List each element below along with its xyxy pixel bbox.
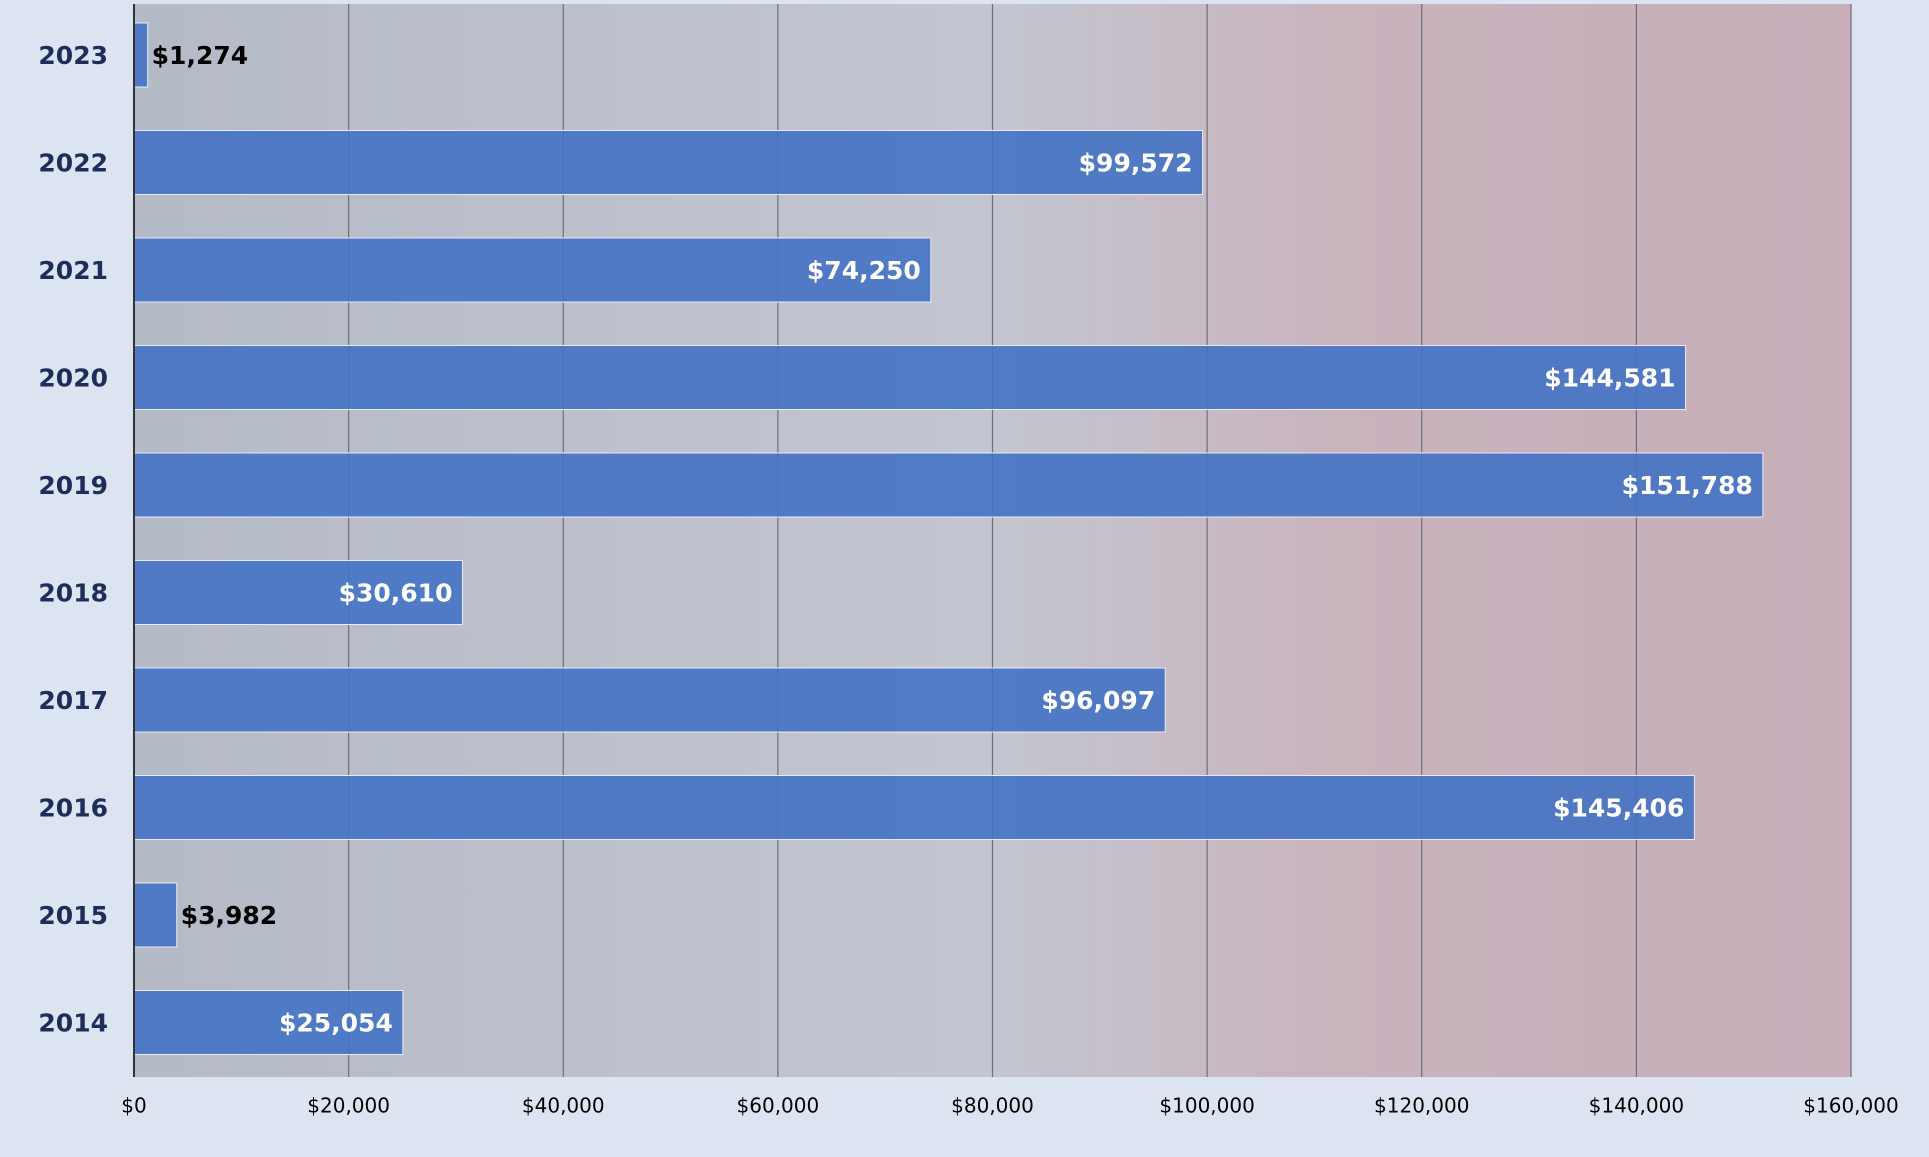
y-tick-label: 2022 — [38, 149, 108, 178]
bar — [134, 883, 177, 947]
bar — [134, 668, 1165, 732]
x-tick-label: $140,000 — [1589, 1094, 1684, 1118]
page: $0 $20,000 $40,000 $60,000 $80,000 $100,000 $1… — [0, 0, 1929, 1157]
x-tick-label: $0 — [121, 1094, 146, 1118]
value-label: $99,572 — [1079, 149, 1193, 178]
value-label: $144,581 — [1544, 364, 1675, 393]
y-tick-label: 2017 — [38, 686, 108, 715]
x-tick-label: $20,000 — [307, 1094, 390, 1118]
x-tick-label: $60,000 — [737, 1094, 820, 1118]
value-label: $3,982 — [181, 901, 277, 930]
x-tick-label: $160,000 — [1803, 1094, 1898, 1118]
y-tick-label: 2015 — [38, 901, 108, 930]
y-tick-label: 2016 — [38, 794, 108, 823]
y-tick-label: 2019 — [38, 471, 108, 500]
bar — [134, 346, 1686, 410]
bar — [134, 776, 1694, 840]
x-tick-label: $40,000 — [522, 1094, 605, 1118]
value-label: $25,054 — [279, 1009, 393, 1038]
value-label: $1,274 — [152, 41, 248, 70]
value-label: $30,610 — [339, 579, 453, 608]
y-tick-label: 2018 — [38, 579, 108, 608]
y-tick-label: 2021 — [38, 256, 108, 285]
y-tick-label: 2014 — [38, 1009, 108, 1038]
value-label: $145,406 — [1553, 794, 1684, 823]
y-tick-label: 2020 — [38, 364, 108, 393]
value-label: $151,788 — [1622, 471, 1753, 500]
bar — [134, 131, 1203, 195]
x-tick-label: $120,000 — [1374, 1094, 1469, 1118]
y-tick-label: 2023 — [38, 41, 108, 70]
bar — [134, 23, 148, 87]
x-tick-label: $80,000 — [951, 1094, 1034, 1118]
value-label: $74,250 — [807, 256, 921, 285]
x-tick-label: $100,000 — [1159, 1094, 1254, 1118]
chart: $0 $20,000 $40,000 $60,000 $80,000 $100,000 $1… — [0, 0, 1929, 1157]
bar — [134, 453, 1763, 517]
value-label: $96,097 — [1041, 686, 1155, 715]
